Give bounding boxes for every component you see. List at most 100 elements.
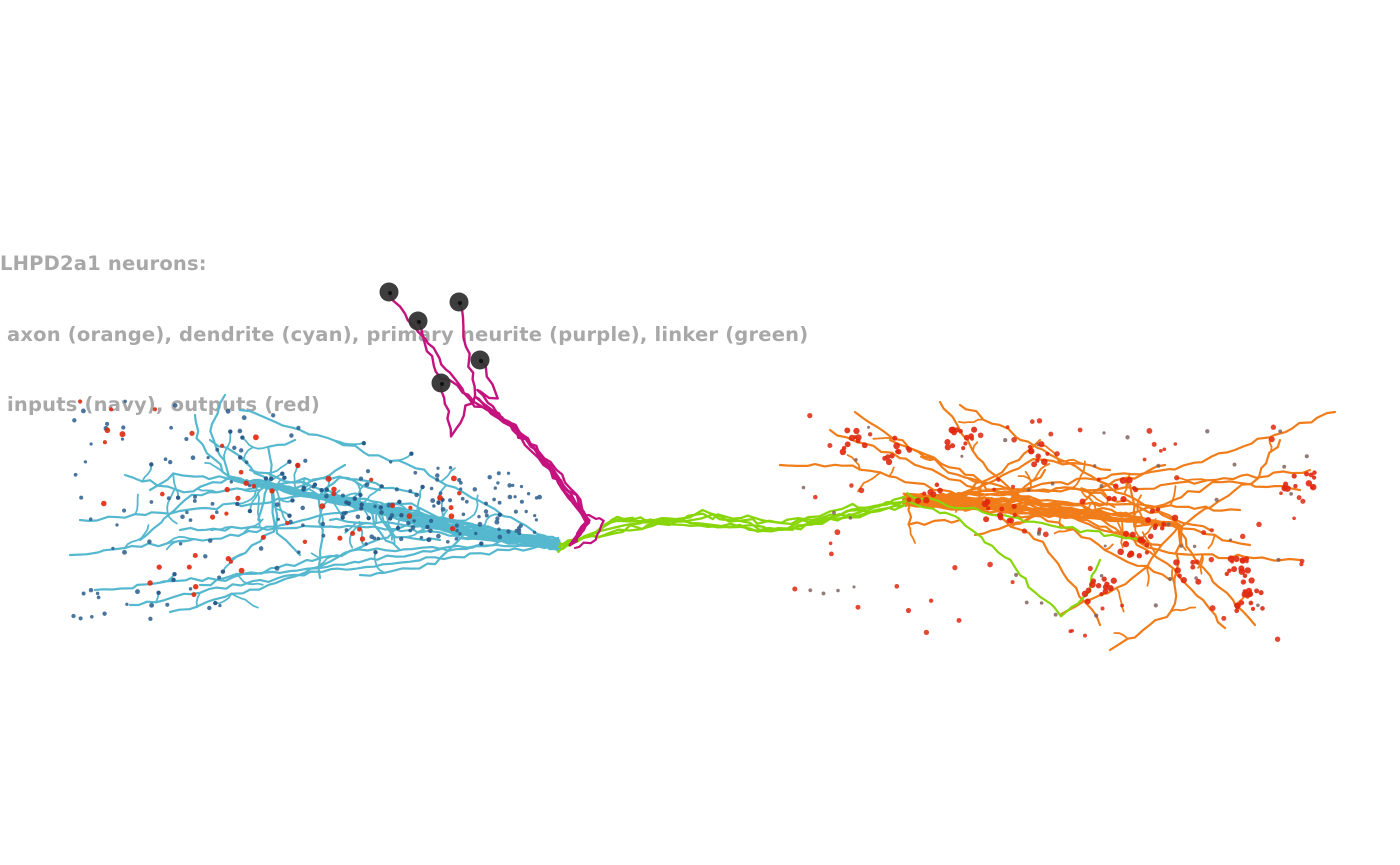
input-synapse bbox=[208, 538, 213, 543]
output-synapse bbox=[986, 506, 990, 510]
input-synapse bbox=[150, 500, 154, 504]
output-synapse bbox=[220, 444, 224, 448]
output-synapse bbox=[829, 541, 833, 545]
input-synapse bbox=[359, 476, 363, 480]
output-synapse bbox=[996, 477, 1000, 481]
output-synapse bbox=[261, 535, 266, 540]
output-synapse bbox=[1172, 515, 1178, 521]
input-synapse bbox=[867, 426, 870, 429]
input-synapse bbox=[455, 529, 459, 533]
input-synapse bbox=[238, 455, 242, 459]
output-synapse bbox=[1234, 603, 1240, 609]
input-synapse bbox=[430, 498, 435, 503]
output-synapse bbox=[407, 513, 413, 519]
output-synapse bbox=[295, 463, 300, 468]
input-synapse bbox=[1100, 484, 1104, 488]
input-synapse bbox=[271, 413, 275, 417]
input-synapse bbox=[399, 513, 403, 517]
input-synapse bbox=[167, 496, 171, 500]
input-synapse bbox=[420, 536, 424, 540]
input-synapse bbox=[184, 437, 188, 441]
output-synapse bbox=[961, 446, 965, 450]
output-synapse bbox=[451, 476, 457, 482]
output-synapse bbox=[862, 442, 868, 448]
input-synapse bbox=[1102, 431, 1105, 434]
input-synapse bbox=[324, 494, 329, 499]
input-synapse bbox=[359, 506, 363, 510]
output-synapse bbox=[844, 427, 850, 433]
output-synapse bbox=[1145, 543, 1150, 548]
input-synapse bbox=[356, 515, 361, 520]
output-synapse bbox=[1234, 608, 1239, 613]
output-synapse bbox=[449, 505, 454, 510]
axon-twig bbox=[1114, 633, 1127, 639]
output-synapse bbox=[1297, 495, 1302, 500]
input-synapse bbox=[89, 517, 93, 521]
input-synapse bbox=[74, 473, 78, 477]
output-synapse bbox=[1233, 556, 1239, 562]
input-synapse bbox=[203, 554, 207, 558]
output-synapse bbox=[1112, 496, 1117, 501]
output-synapse bbox=[1177, 574, 1182, 579]
output-synapse bbox=[1292, 474, 1297, 479]
output-synapse bbox=[1127, 553, 1132, 558]
input-synapse bbox=[345, 528, 349, 532]
input-synapse bbox=[462, 512, 466, 516]
input-synapse bbox=[228, 429, 232, 433]
axon-twig bbox=[1171, 486, 1176, 505]
input-synapse bbox=[379, 510, 384, 515]
output-synapse bbox=[882, 456, 887, 461]
output-synapse bbox=[1293, 484, 1297, 488]
input-synapse bbox=[513, 495, 516, 498]
input-synapse bbox=[239, 448, 243, 452]
input-synapse bbox=[122, 508, 126, 512]
input-synapse bbox=[147, 539, 152, 544]
input-synapse bbox=[230, 480, 233, 483]
output-synapse bbox=[1143, 458, 1147, 462]
output-synapse bbox=[1028, 445, 1032, 449]
output-synapse bbox=[449, 513, 455, 519]
output-synapse bbox=[120, 431, 126, 437]
input-synapse bbox=[414, 493, 419, 498]
output-synapse bbox=[1117, 549, 1124, 556]
input-synapse bbox=[245, 460, 249, 464]
output-synapse bbox=[1245, 559, 1249, 563]
output-synapse bbox=[337, 536, 342, 541]
input-synapse bbox=[168, 460, 172, 464]
output-synapse bbox=[1174, 475, 1179, 480]
input-synapse bbox=[135, 589, 140, 594]
input-synapse bbox=[1256, 603, 1260, 607]
output-synapse bbox=[945, 444, 951, 450]
output-synapse bbox=[1038, 441, 1044, 447]
output-synapse bbox=[1248, 577, 1254, 583]
output-synapse bbox=[1120, 477, 1127, 484]
output-synapse bbox=[1068, 629, 1072, 633]
output-synapse bbox=[1054, 451, 1059, 456]
input-synapse bbox=[189, 587, 192, 590]
input-synapse bbox=[377, 537, 381, 541]
input-synapse bbox=[238, 429, 243, 434]
output-synapse bbox=[1248, 591, 1253, 596]
axon-twig bbox=[873, 438, 893, 439]
input-synapse bbox=[535, 496, 539, 500]
output-synapse bbox=[1241, 579, 1246, 584]
input-synapse bbox=[473, 487, 477, 491]
output-synapse bbox=[78, 399, 82, 403]
input-synapse bbox=[164, 457, 168, 461]
input-synapse bbox=[367, 516, 371, 520]
input-synapse bbox=[520, 500, 524, 504]
output-synapse bbox=[998, 515, 1004, 521]
axon-twig bbox=[1177, 478, 1207, 480]
axon-twig bbox=[1055, 530, 1074, 534]
input-synapse bbox=[436, 501, 440, 505]
input-synapse bbox=[1166, 522, 1170, 526]
input-synapse bbox=[435, 478, 439, 482]
output-synapse bbox=[1230, 560, 1234, 564]
output-synapse bbox=[1085, 598, 1091, 604]
input-synapse bbox=[802, 486, 806, 490]
input-synapse bbox=[259, 546, 264, 551]
output-synapse bbox=[1146, 428, 1152, 434]
input-synapse bbox=[358, 493, 362, 497]
dendrite-twig bbox=[294, 465, 297, 489]
output-synapse bbox=[225, 487, 230, 492]
